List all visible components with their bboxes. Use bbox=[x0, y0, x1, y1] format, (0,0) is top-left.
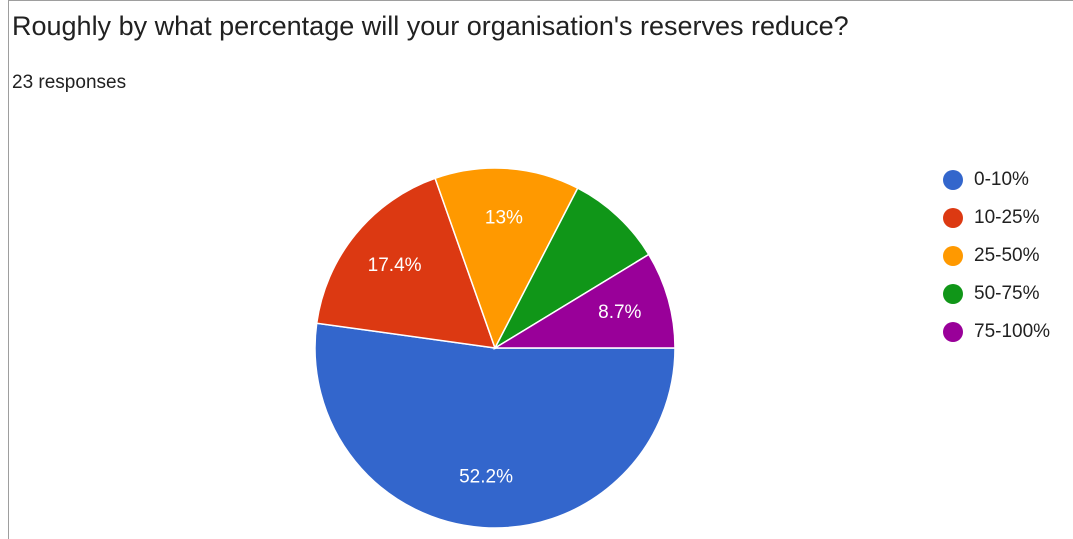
legend-swatch bbox=[943, 170, 963, 190]
legend-label: 0-10% bbox=[974, 169, 1029, 190]
legend-label: 50-75% bbox=[974, 283, 1040, 304]
legend-label: 75-100% bbox=[974, 321, 1050, 342]
data-label: 17.4% bbox=[368, 255, 422, 276]
legend-swatch bbox=[943, 246, 963, 266]
data-label: 8.7% bbox=[598, 302, 641, 323]
chart-title: Roughly by what percentage will your org… bbox=[12, 11, 849, 41]
pie-slice bbox=[314, 322, 676, 529]
pie-slice bbox=[492, 253, 676, 349]
legend-label: 10-25% bbox=[974, 207, 1040, 228]
pie-slice bbox=[434, 167, 579, 350]
data-label: 52.2% bbox=[459, 466, 513, 487]
legend-label: 25-50% bbox=[974, 245, 1040, 266]
legend-swatch bbox=[943, 322, 963, 342]
pie-slice bbox=[315, 177, 497, 349]
legend-swatch bbox=[943, 284, 963, 304]
data-label: 13% bbox=[485, 208, 523, 229]
legend-swatch bbox=[943, 208, 963, 228]
pie-slice bbox=[493, 187, 650, 351]
chart-subtitle: 23 responses bbox=[12, 72, 126, 93]
